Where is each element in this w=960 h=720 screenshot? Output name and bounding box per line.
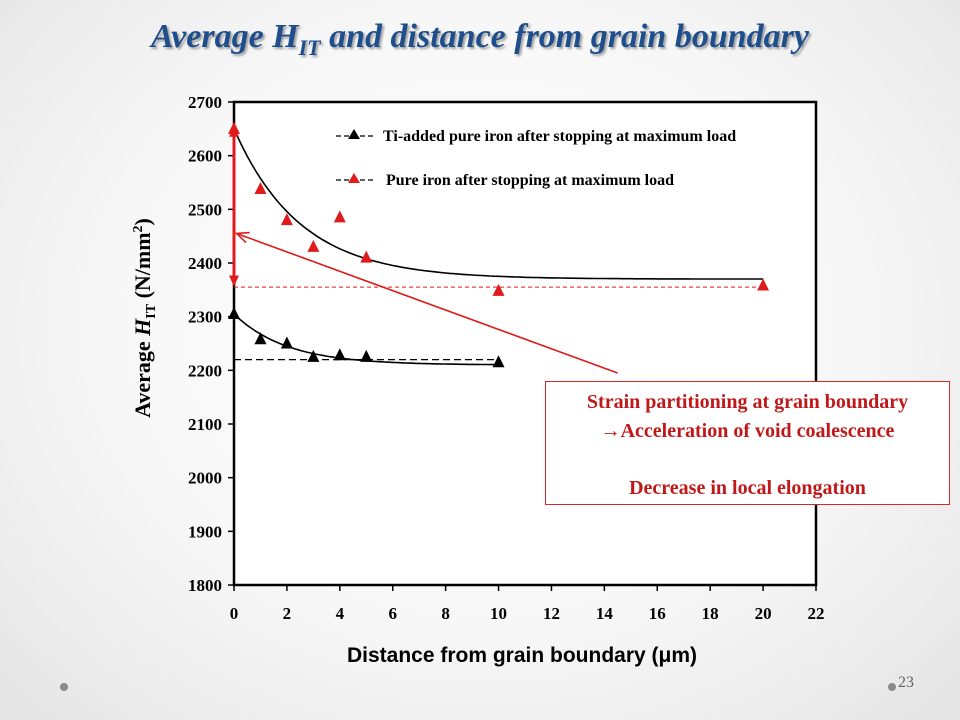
y-axis-label-symbol: H <box>130 318 155 337</box>
slide-dot-left <box>60 683 68 691</box>
y-tick-label: 1800 <box>188 576 222 595</box>
title-subscript: IT <box>298 34 321 60</box>
callout-line-1: Strain partitioning at grain boundary <box>586 391 909 413</box>
title-main: Average H <box>151 18 299 55</box>
data-point-0 <box>333 348 346 361</box>
x-tick-label: 4 <box>336 604 345 623</box>
data-point-1 <box>360 250 373 263</box>
data-point-0 <box>492 355 505 368</box>
x-tick-label: 6 <box>388 604 397 623</box>
x-tick-label: 0 <box>230 604 239 623</box>
x-tick-label: 22 <box>808 604 825 623</box>
legend-label-ti: Ti-added pure iron after stopping at max… <box>383 128 736 145</box>
callout-arrow-line <box>236 232 618 374</box>
x-tick-label: 20 <box>755 604 772 623</box>
data-point-1 <box>280 213 293 226</box>
data-point-0 <box>228 306 240 319</box>
data-point-0 <box>280 336 293 349</box>
double-arrow-head-top <box>229 125 239 137</box>
fit-curve-1 <box>233 128 764 280</box>
callout-box: Strain partitioning at grain boundary →A… <box>545 381 950 505</box>
double-arrow-head-bottom <box>229 275 239 287</box>
y-tick-label: 2400 <box>188 254 222 273</box>
data-point-1 <box>307 239 320 252</box>
y-axis-label-unit: (N/mm <box>130 232 155 303</box>
legend-label-pure: Pure iron after stopping at maximum load <box>386 172 674 189</box>
y-tick-label: 2700 <box>188 93 222 112</box>
y-tick-label: 2200 <box>188 361 222 380</box>
y-axis-label: Average HIT (N/mm2) <box>130 218 159 418</box>
x-tick-label: 14 <box>596 604 614 623</box>
y-tick-label: 2000 <box>188 469 222 488</box>
x-tick-label: 2 <box>283 604 292 623</box>
y-axis-label-close: ) <box>130 218 155 225</box>
y-tick-label: 2100 <box>188 415 222 434</box>
chart-marks: 0 2 4 6 8 10 12 14 16 18 20 22 1800 1900 2000 2100 2200 2… <box>188 93 825 623</box>
y-tick-label: 2600 <box>188 147 222 166</box>
y-axis-label-sub: IT <box>144 303 159 318</box>
data-point-0 <box>360 349 373 362</box>
y-axis-label-sup: 2 <box>131 225 146 232</box>
slide-title: Average HIT and distance from grain boun… <box>0 18 960 61</box>
data-point-0 <box>254 332 267 345</box>
x-tick-label: 12 <box>543 604 560 623</box>
callout-line-3: Decrease in local elongation <box>629 477 866 499</box>
callout-line-2: →Acceleration of void coalescence <box>600 420 895 442</box>
y-axis-label-main: Average <box>130 336 155 418</box>
x-tick-label: 10 <box>490 604 507 623</box>
callout-arrow-head <box>234 231 250 244</box>
y-tick-label: 2300 <box>188 308 222 327</box>
data-point-1 <box>757 278 770 291</box>
legend-marker-ti <box>348 129 360 139</box>
x-tick-label: 16 <box>649 604 666 623</box>
data-point-1 <box>254 181 267 194</box>
legend-marker-pure <box>348 173 360 183</box>
y-tick-label: 1900 <box>188 522 222 541</box>
y-tick-label: 2500 <box>188 200 222 219</box>
page-number: 23 <box>898 674 914 691</box>
legend: Ti-added pure iron after stopping at max… <box>336 128 736 189</box>
x-tick-label: 8 <box>441 604 450 623</box>
x-axis-label: Distance from grain boundary (μm) <box>347 644 697 667</box>
slide-dot-right <box>888 683 896 691</box>
title-rest: and distance from grain boundary <box>320 18 809 55</box>
data-point-1 <box>333 210 346 223</box>
x-tick-label: 18 <box>702 604 719 623</box>
data-point-0 <box>307 349 320 362</box>
data-point-1 <box>492 283 505 296</box>
